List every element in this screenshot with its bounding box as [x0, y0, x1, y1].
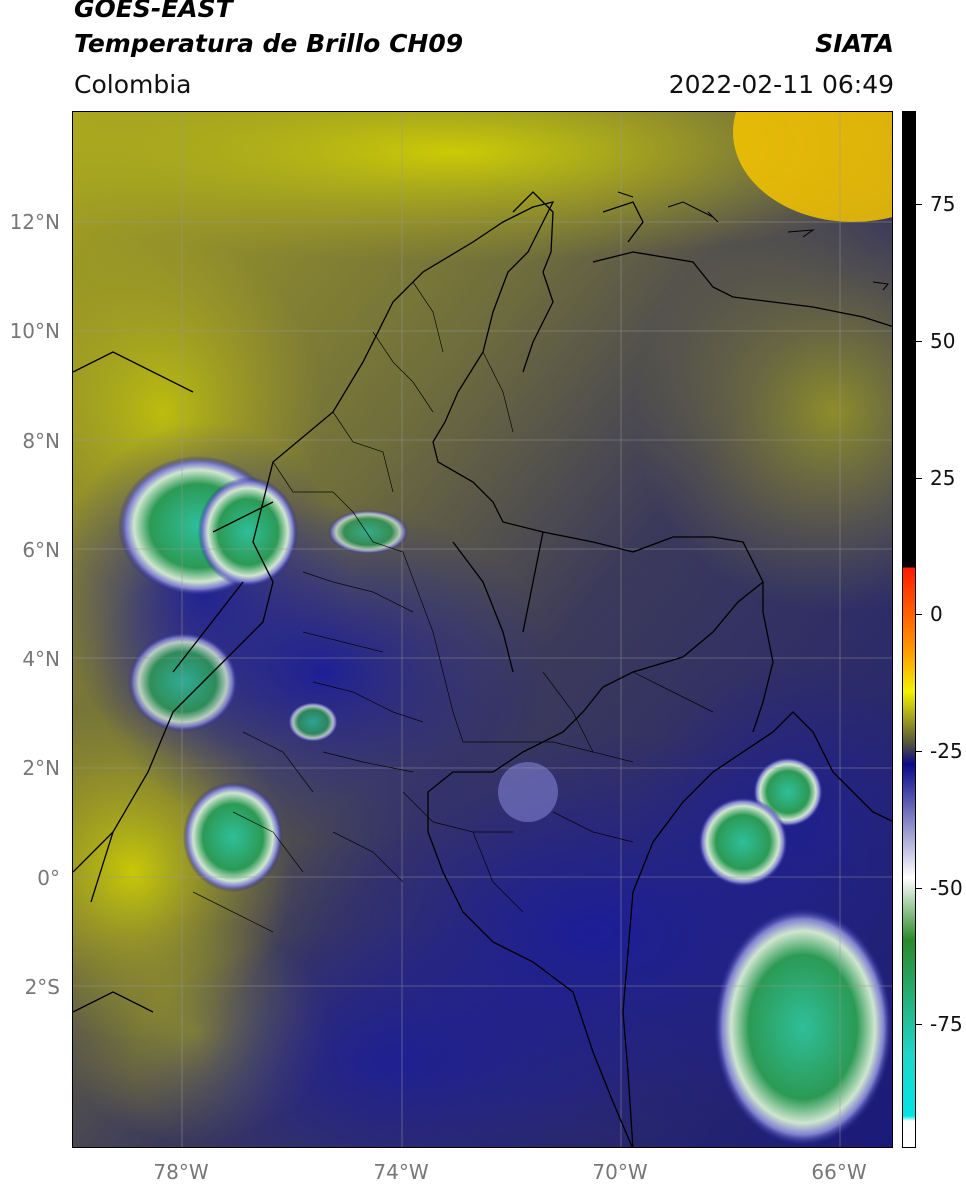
lat-label-4n: 4°N [22, 647, 60, 671]
satellite-title: GOES-EAST [74, 0, 233, 23]
graticule [73, 112, 892, 1147]
lat-label-0: 0° [37, 866, 60, 890]
lon-label-78w: 78°W [153, 1160, 209, 1184]
colorbar-tick [916, 204, 922, 205]
colorbar-label-25: 25 [930, 466, 956, 490]
satellite-imagery [73, 112, 892, 1147]
lat-label-2s: 2°S [24, 975, 60, 999]
lat-label-12n: 12°N [9, 210, 60, 234]
lon-label-74w: 74°W [373, 1160, 429, 1184]
lat-label-2n: 2°N [22, 756, 60, 780]
departments [192, 281, 714, 933]
colorbar-tick [916, 341, 922, 342]
borders [73, 191, 892, 1147]
temperature-colorbar [902, 111, 916, 1148]
colorbar-tick [916, 751, 922, 752]
colorbar-label-0: 0 [930, 602, 943, 626]
colorbar-label-minus25: -25 [930, 739, 963, 763]
lon-label-66w: 66°W [811, 1160, 867, 1184]
region-label: Colombia [74, 70, 192, 99]
datetime-label: 2022-02-11 06:49 [668, 70, 894, 99]
lat-label-6n: 6°N [22, 538, 60, 562]
colorbar-tick [916, 888, 922, 889]
colorbar-label-50: 50 [930, 329, 956, 353]
colorbar-label-minus50: -50 [930, 876, 963, 900]
colorbar-tick [916, 478, 922, 479]
colorbar-label-75: 75 [930, 192, 956, 216]
lat-label-10n: 10°N [9, 319, 60, 343]
lat-label-8n: 8°N [22, 429, 60, 453]
lon-label-70w: 70°W [592, 1160, 648, 1184]
colorbar-tick [916, 1024, 922, 1025]
colorbar-tick [916, 614, 922, 615]
colorbar-label-minus75: -75 [930, 1012, 963, 1036]
product-title: Temperatura de Brillo CH09 [74, 29, 464, 58]
organization-label: SIATA [815, 29, 894, 58]
satellite-map[interactable] [72, 111, 893, 1148]
islands [617, 191, 889, 291]
